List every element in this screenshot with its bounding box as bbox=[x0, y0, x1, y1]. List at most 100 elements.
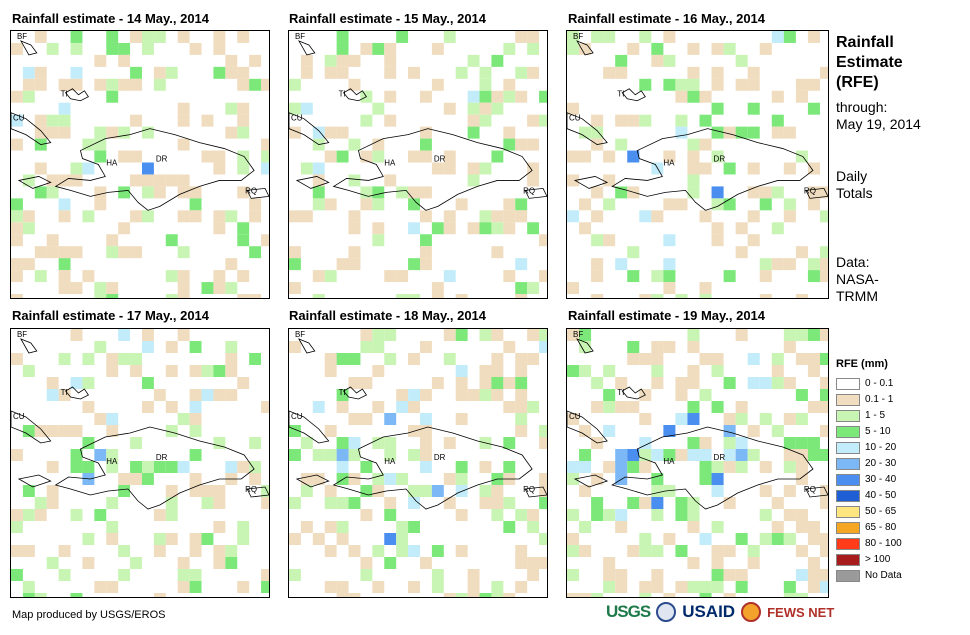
rainfall-cell bbox=[783, 533, 796, 545]
rainfall-cell bbox=[58, 258, 71, 271]
rainfall-cell bbox=[687, 509, 700, 521]
rainfall-cell bbox=[213, 150, 226, 163]
rainfall-cell bbox=[639, 353, 652, 365]
rainfall-cell bbox=[34, 270, 47, 283]
rainfall-cell bbox=[130, 150, 142, 163]
rainfall-cell bbox=[443, 222, 456, 235]
rainfall-cell bbox=[503, 90, 516, 103]
rainfall-cell bbox=[213, 222, 226, 235]
rainfall-cell bbox=[201, 114, 214, 127]
rainfall-cell bbox=[225, 282, 238, 295]
rainfall-cell bbox=[687, 497, 700, 509]
rainfall-cell bbox=[759, 485, 772, 497]
rainfall-cell bbox=[503, 42, 516, 55]
rainfall-cell bbox=[527, 42, 540, 55]
country-label: HA bbox=[663, 457, 675, 466]
rainfall-cell bbox=[82, 401, 95, 413]
legend-label: 1 - 5 bbox=[865, 410, 886, 421]
rainfall-cell bbox=[106, 353, 119, 365]
rainfall-cell bbox=[177, 581, 190, 593]
rainfall-cell bbox=[189, 473, 202, 485]
rainfall-cell bbox=[603, 581, 616, 593]
rainfall-cell bbox=[189, 401, 202, 413]
rainfall-cell bbox=[336, 593, 349, 597]
legend-item: 5 - 10 bbox=[836, 424, 902, 439]
rainfall-cell bbox=[261, 401, 269, 413]
rainfall-cell bbox=[94, 186, 107, 199]
rainfall-cell bbox=[783, 485, 796, 497]
rainfall-cell bbox=[687, 150, 700, 163]
rainfall-cell bbox=[118, 545, 131, 557]
rainfall-cell bbox=[360, 557, 373, 569]
rainfall-cell bbox=[22, 509, 35, 521]
rainfall-cell bbox=[467, 174, 480, 187]
rainfall-cell bbox=[225, 353, 238, 365]
legend-swatch bbox=[836, 425, 860, 438]
rainfall-cell bbox=[699, 138, 712, 151]
rainfall-cell bbox=[22, 485, 35, 497]
legend-label: 5 - 10 bbox=[865, 426, 891, 437]
rainfall-cell bbox=[58, 389, 71, 401]
rainfall-cell bbox=[699, 294, 712, 298]
rainfall-cell bbox=[711, 485, 724, 497]
rainfall-cell bbox=[711, 365, 724, 377]
rainfall-cell bbox=[94, 294, 107, 298]
rainfall-cell bbox=[819, 270, 828, 283]
rainfall-cell bbox=[384, 66, 397, 79]
rainfall-cell bbox=[579, 593, 592, 597]
rainfall-cell bbox=[336, 389, 349, 401]
rainfall-cell bbox=[201, 485, 214, 497]
rainfall-cell bbox=[603, 31, 616, 43]
rainfall-cell bbox=[627, 449, 640, 461]
rainfall-cell bbox=[70, 31, 83, 43]
rainfall-cell bbox=[153, 389, 166, 401]
rainfall-cell bbox=[348, 222, 361, 235]
rainfall-cell bbox=[201, 389, 214, 401]
rainfall-cell bbox=[261, 138, 269, 151]
rainfall-cell bbox=[527, 329, 540, 341]
rainfall-cell bbox=[807, 401, 820, 413]
rainfall-cell bbox=[348, 437, 361, 449]
rainfall-cell bbox=[46, 174, 59, 187]
rainfall-cell bbox=[479, 593, 492, 597]
rainfall-cell bbox=[455, 593, 468, 597]
rainfall-cell bbox=[419, 341, 432, 353]
rainfall-cell bbox=[443, 473, 456, 485]
rainfall-cell bbox=[372, 102, 385, 115]
rainfall-cell bbox=[539, 425, 547, 437]
rainfall-cell bbox=[699, 389, 712, 401]
rainfall-cell bbox=[348, 413, 361, 425]
legend-label: > 100 bbox=[865, 554, 891, 565]
rainfall-cell bbox=[34, 114, 47, 127]
coastline bbox=[805, 486, 828, 498]
rainfall-cell bbox=[11, 42, 23, 55]
rainfall-cell bbox=[22, 425, 35, 437]
rainfall-cell bbox=[783, 449, 796, 461]
rainfall-cell bbox=[723, 42, 736, 55]
rainfall-cell bbox=[771, 222, 784, 235]
rainfall-cell bbox=[651, 581, 664, 593]
rainfall-cell bbox=[807, 329, 820, 341]
rainfall-cell bbox=[360, 150, 373, 163]
rainfall-cell bbox=[591, 234, 604, 247]
legend-label: 50 - 65 bbox=[865, 506, 897, 517]
rainfall-cell bbox=[360, 485, 373, 497]
rainfall-cell bbox=[431, 222, 444, 235]
rainfall-cell bbox=[491, 365, 504, 377]
rainfall-cell bbox=[177, 461, 190, 473]
rainfall-cell bbox=[651, 54, 664, 67]
rainfall-cell bbox=[177, 282, 190, 295]
rainfall-cell bbox=[807, 365, 820, 377]
rainfall-cell bbox=[46, 126, 59, 139]
rainfall-cell bbox=[372, 222, 385, 235]
rainfall-cell bbox=[819, 329, 828, 341]
rainfall-cell bbox=[819, 66, 828, 79]
rainfall-cell bbox=[579, 198, 592, 211]
rainfall-cell bbox=[130, 66, 142, 79]
coastline bbox=[64, 386, 89, 400]
rainfall-cell bbox=[591, 186, 604, 199]
rainfall-cell bbox=[783, 31, 796, 43]
country-label: BF bbox=[17, 330, 27, 339]
rainfall-cell bbox=[735, 413, 748, 425]
rainfall-cell bbox=[324, 521, 337, 533]
